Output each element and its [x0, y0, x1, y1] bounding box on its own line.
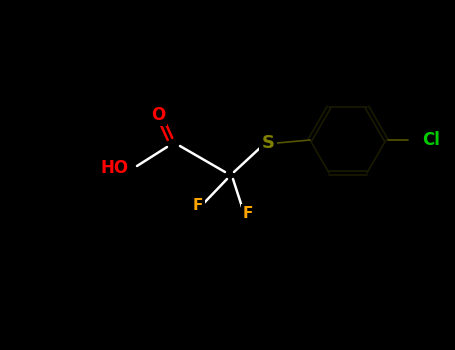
- Text: F: F: [193, 197, 203, 212]
- Text: S: S: [262, 134, 274, 152]
- Text: F: F: [243, 205, 253, 220]
- Text: O: O: [151, 106, 165, 124]
- Text: Cl: Cl: [422, 131, 440, 149]
- Text: HO: HO: [101, 159, 129, 177]
